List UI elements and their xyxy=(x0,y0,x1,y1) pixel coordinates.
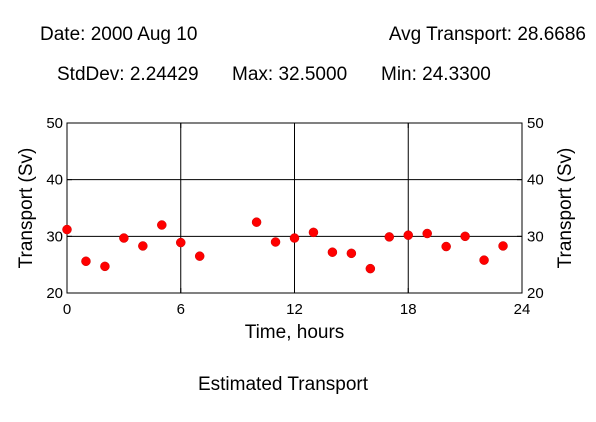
data-point xyxy=(327,247,338,257)
data-point xyxy=(138,241,148,251)
data-point xyxy=(422,228,432,239)
data-point xyxy=(289,233,300,243)
data-point xyxy=(251,217,262,227)
y-tick-label-right: 40 xyxy=(527,172,544,189)
data-point xyxy=(308,227,319,238)
max-label: Max: 32.5000 xyxy=(232,64,348,85)
y-tick-label-right: 50 xyxy=(527,115,544,132)
data-point xyxy=(62,224,72,235)
x-axis-label: Time, hours xyxy=(245,322,345,343)
data-point xyxy=(460,231,470,242)
data-point xyxy=(498,241,508,251)
data-point xyxy=(384,232,395,242)
data-point xyxy=(403,230,413,240)
data-point xyxy=(100,261,110,272)
y-tick-label-right: 20 xyxy=(527,285,544,302)
chart-caption: Estimated Transport xyxy=(197,374,369,395)
data-point xyxy=(176,237,186,248)
y-tick-label-left: 30 xyxy=(46,228,63,245)
x-tick-label: 6 xyxy=(177,301,185,318)
y-tick-label-left: 50 xyxy=(46,115,63,132)
data-point xyxy=(119,233,129,243)
x-tick-label: 18 xyxy=(400,301,417,318)
x-tick-label: 0 xyxy=(63,301,71,318)
x-tick-label: 12 xyxy=(286,301,303,318)
date-label: Date: 2000 Aug 10 xyxy=(40,24,198,45)
y-tick-label-right: 30 xyxy=(527,228,544,245)
y-tick-label-left: 20 xyxy=(46,285,63,302)
min-label: Min: 24.3300 xyxy=(381,64,491,85)
avg-transport-label: Avg Transport: 28.6686 xyxy=(388,24,586,45)
y-axis-label-right: Transport (Sv) xyxy=(555,148,576,269)
data-point xyxy=(157,220,167,230)
data-point xyxy=(479,255,489,265)
y-tick-label-left: 40 xyxy=(46,172,63,189)
stddev-label: StdDev: 2.24429 xyxy=(57,64,199,85)
data-point xyxy=(81,256,91,267)
data-point xyxy=(194,251,205,261)
data-point xyxy=(346,248,357,259)
data-point xyxy=(365,263,376,274)
data-point xyxy=(270,237,281,247)
y-axis-label-left: Transport (Sv) xyxy=(16,148,37,269)
data-point xyxy=(441,241,451,252)
x-tick-label: 24 xyxy=(514,301,531,318)
